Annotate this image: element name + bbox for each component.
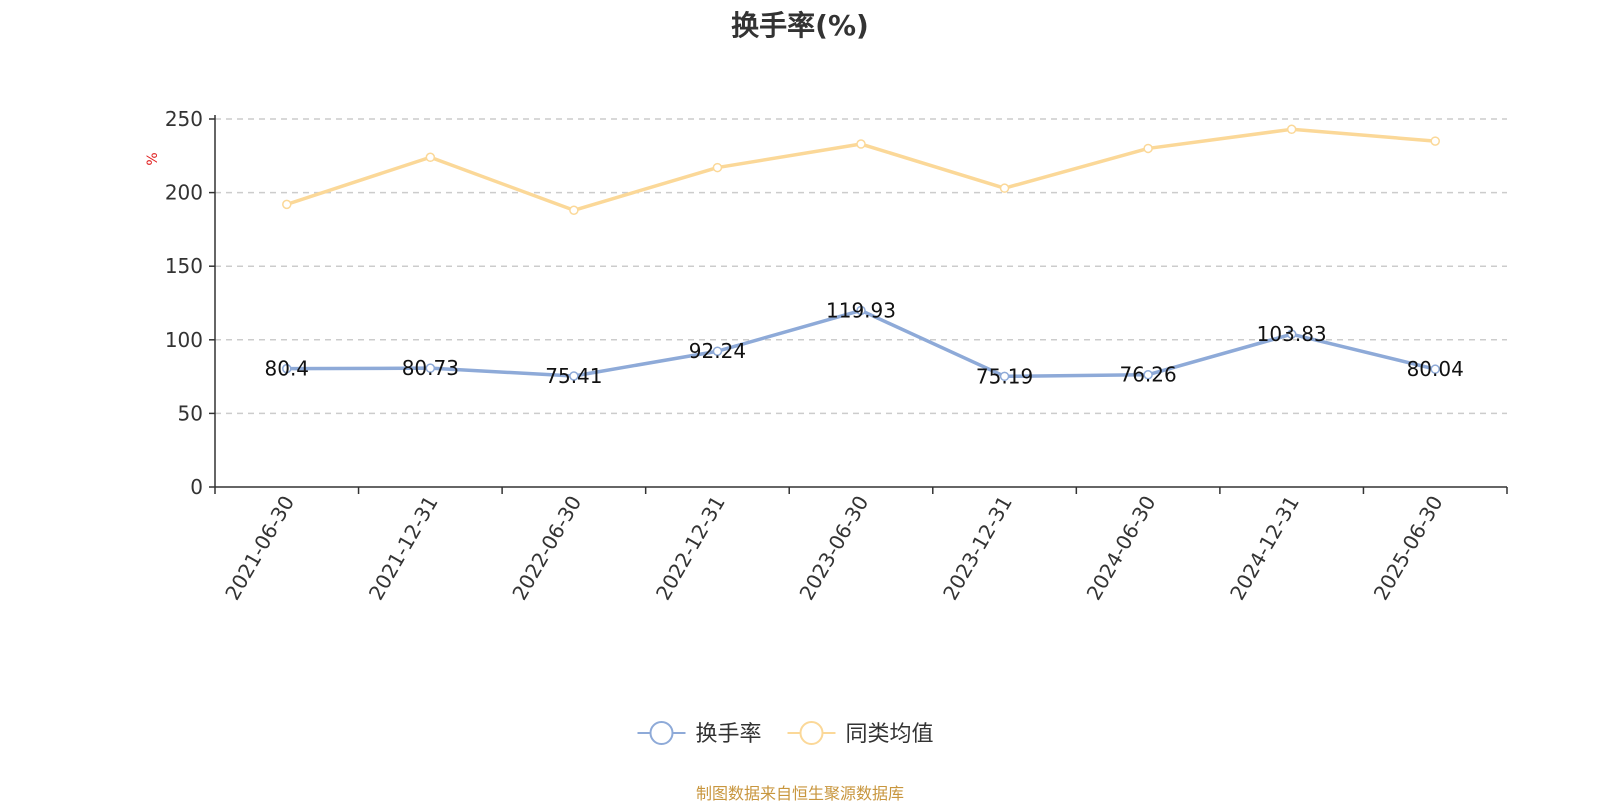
data-point	[1430, 364, 1440, 374]
data-label: 80.4	[265, 357, 310, 381]
legend: 换手率 同类均值	[637, 721, 934, 747]
y-tick-label: 150	[165, 254, 203, 278]
source-note: 制图数据来自恒生聚源数据库	[695, 784, 904, 803]
data-point	[1286, 124, 1297, 135]
data-point	[1143, 369, 1153, 380]
chart-title: 换手率(%)	[731, 9, 869, 42]
data-point	[712, 162, 723, 173]
legend-label: 同类均值	[846, 722, 934, 747]
legend-label: 换手率	[696, 722, 762, 747]
data-point	[425, 363, 436, 373]
data-label: 75.19	[976, 364, 1033, 388]
x-tick-label: 2021-06-30	[220, 492, 299, 605]
y-tick-label: 250	[165, 107, 203, 131]
data-label: 80.04	[1407, 357, 1464, 381]
y-axis-label: %	[145, 152, 161, 165]
y-tick-label: 200	[165, 181, 203, 205]
x-tick-label: 2024-12-31	[1225, 492, 1304, 605]
series-layer	[282, 124, 1440, 382]
y-tick-label: 50	[178, 401, 203, 425]
data-point	[1286, 329, 1297, 339]
x-tick-label: 2025-06-30	[1369, 492, 1448, 605]
data-label: 75.41	[545, 364, 602, 388]
data-point	[712, 346, 723, 356]
data-label: 76.26	[1119, 363, 1176, 387]
legend-marker	[799, 721, 824, 745]
data-point	[1430, 136, 1440, 146]
x-tick-label: 2022-06-30	[507, 492, 586, 605]
data-point	[1143, 143, 1153, 154]
data-point	[569, 371, 579, 381]
data-label: 119.93	[826, 298, 896, 322]
data-point	[999, 371, 1010, 382]
data-label: 80.73	[402, 356, 459, 380]
legend-marker	[649, 721, 674, 745]
data-labels: 80.4 80.73 75.41 92.24 119.93 75.19 76.26 103.8…	[265, 298, 1464, 388]
axes: 0 50 100 150 200 250% 2021-06-30 2021-12-31 2022…	[145, 107, 1508, 605]
data-point	[282, 199, 292, 210]
data-point	[569, 205, 579, 216]
data-label: 92.24	[689, 339, 746, 363]
data-point	[856, 305, 866, 316]
y-tick-label: 0	[190, 475, 203, 499]
x-tick-label: 2024-06-30	[1082, 492, 1161, 605]
data-label: 103.83	[1257, 322, 1327, 346]
data-point	[282, 363, 292, 374]
x-tick-label: 2023-06-30	[794, 492, 873, 605]
x-tick-label: 2022-12-31	[651, 492, 730, 605]
data-point	[999, 183, 1010, 193]
data-point	[856, 139, 866, 149]
x-tick-label: 2021-12-31	[364, 492, 443, 605]
y-tick-label: 100	[165, 328, 203, 352]
data-point	[425, 152, 436, 163]
x-tick-label: 2023-12-31	[938, 492, 1017, 605]
